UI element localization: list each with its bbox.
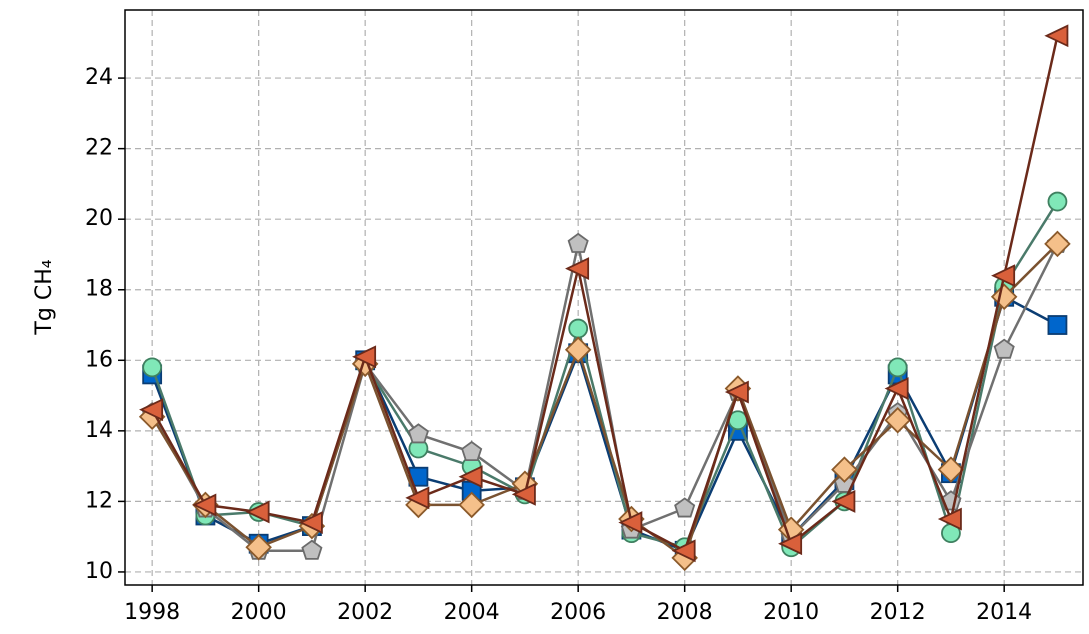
marker bbox=[991, 264, 1016, 288]
series-line bbox=[150, 200, 1059, 550]
y-tick-label: 16 bbox=[85, 347, 113, 372]
marker bbox=[405, 486, 430, 510]
x-tick-label: 2002 bbox=[337, 600, 393, 625]
y-tick-label: 10 bbox=[85, 559, 113, 584]
marker bbox=[1047, 191, 1068, 212]
y-tick-label: 24 bbox=[85, 65, 113, 90]
series-line bbox=[150, 294, 1059, 553]
marker bbox=[245, 533, 272, 561]
marker bbox=[993, 338, 1015, 359]
x-tick-label: 2010 bbox=[763, 600, 819, 625]
marker bbox=[618, 511, 643, 534]
marker bbox=[565, 257, 590, 280]
marker bbox=[884, 406, 911, 434]
marker bbox=[884, 377, 909, 400]
marker bbox=[139, 398, 164, 422]
x-tick-label: 2012 bbox=[870, 600, 926, 625]
marker bbox=[1044, 24, 1069, 48]
marker bbox=[301, 539, 323, 560]
marker bbox=[245, 500, 270, 524]
y-tick-label: 22 bbox=[85, 136, 113, 161]
plot-frame bbox=[124, 9, 1084, 586]
marker bbox=[1044, 230, 1071, 258]
marker bbox=[192, 493, 217, 517]
marker bbox=[937, 456, 965, 483]
marker bbox=[458, 465, 483, 489]
marker bbox=[724, 380, 749, 404]
x-tick-label: 1998 bbox=[124, 600, 180, 625]
y-tick-label: 12 bbox=[85, 488, 113, 513]
x-tick-label: 2008 bbox=[657, 600, 713, 625]
marker bbox=[407, 423, 429, 444]
marker bbox=[831, 489, 856, 513]
x-tick-label: 2004 bbox=[444, 600, 500, 625]
x-tick-label: 2014 bbox=[976, 600, 1032, 625]
marker bbox=[778, 532, 803, 556]
marker bbox=[568, 318, 589, 339]
marker bbox=[887, 357, 908, 378]
y-tick-label: 14 bbox=[85, 418, 113, 443]
marker bbox=[671, 539, 696, 563]
marker bbox=[567, 232, 589, 253]
x-tick-label: 2006 bbox=[550, 600, 606, 625]
marker bbox=[142, 357, 163, 378]
x-tick-label: 2000 bbox=[231, 600, 287, 625]
marker bbox=[461, 440, 483, 461]
marker bbox=[458, 491, 485, 519]
y-tick-label: 20 bbox=[85, 206, 113, 231]
y-tick-label: 18 bbox=[85, 277, 113, 302]
marker bbox=[831, 456, 858, 483]
marker bbox=[298, 511, 323, 534]
marker bbox=[511, 482, 536, 506]
marker bbox=[352, 345, 377, 369]
series-line bbox=[151, 35, 1059, 553]
marker bbox=[1047, 315, 1068, 335]
marker bbox=[937, 507, 962, 531]
y-axis-label: Tg CH₄ bbox=[32, 259, 57, 335]
marker bbox=[564, 336, 592, 363]
marker bbox=[674, 497, 696, 518]
